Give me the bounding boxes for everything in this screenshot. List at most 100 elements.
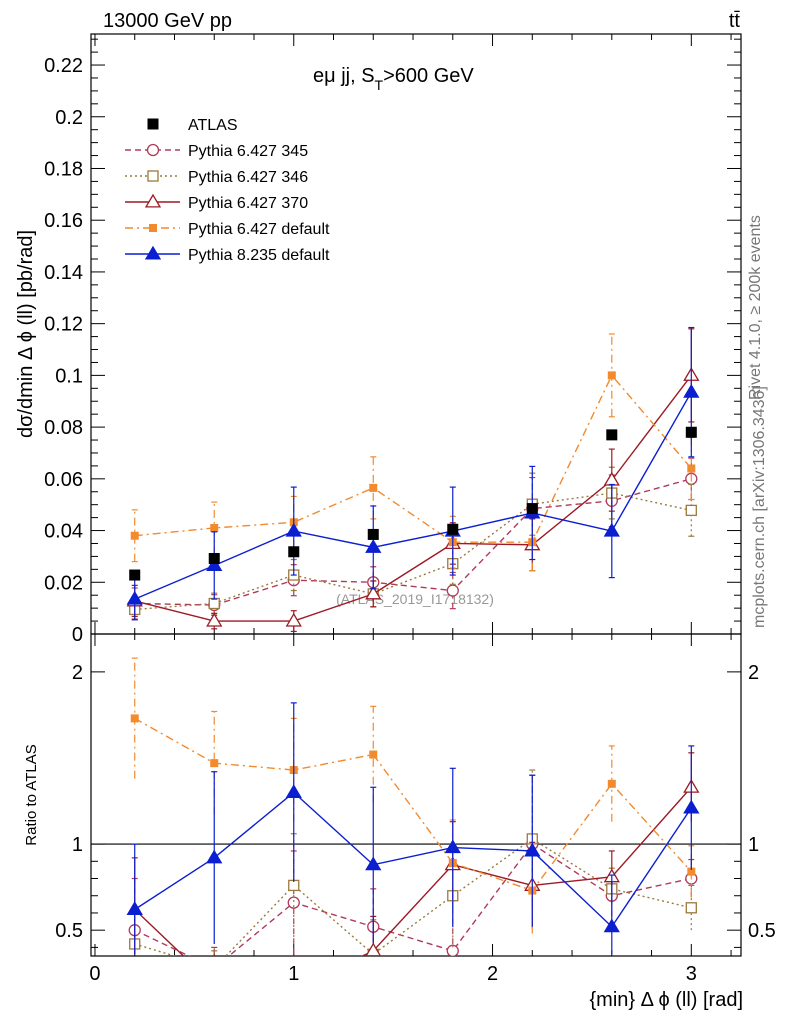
legend-label-pythia-6-427-346: Pythia 6.427 346 (188, 169, 308, 186)
x-tick-label: 0 (89, 963, 100, 985)
header-left: 13000 GeV pp (103, 10, 232, 32)
legend-marker-pythia-8-235-default (144, 245, 162, 260)
axis-ticks: 0 1 2 3 0 0.02 0.04 0.06 0.08 0.1 0.12 0.14 0.16 0.18… (44, 34, 776, 985)
ratio-point-pythia-6-427-default (130, 714, 139, 723)
ratio-point-pythia-8-235-default (126, 901, 143, 916)
ratio-point-pythia-6-427-346 (685, 902, 697, 914)
series-line-pythia-6-427-370 (134, 374, 692, 622)
y-tick-label: 0 (72, 624, 83, 646)
data-point-atlas (288, 546, 300, 558)
x-tick-label: 3 (686, 963, 697, 985)
ratio-panel-series (126, 657, 700, 990)
y-tick-label: 0.08 (44, 417, 83, 439)
ratio-axis-label: Ratio to ATLAS (23, 744, 40, 845)
legend-marker-pythia-6-427-345 (146, 143, 160, 157)
data-point-atlas (685, 426, 697, 438)
ratio-tick-label-right: 0.5 (748, 920, 776, 942)
data-point-atlas (526, 503, 538, 515)
data-point-pythia-8-235-default (126, 590, 143, 605)
legend-label-pythia-6-427-370: Pythia 6.427 370 (188, 195, 308, 212)
ratio-point-pythia-6-427-default (607, 779, 616, 788)
series-line-pythia-6-427-default (134, 374, 692, 543)
ratio-point-pythia-6-427-345 (287, 896, 300, 909)
series-line-pythia-6-427-345 (134, 478, 692, 606)
data-point-pythia-6-427-370 (365, 585, 382, 600)
y-tick-label: 0.22 (44, 55, 83, 77)
side-label-mcplots: mcplots.cern.ch [arXiv:1306.3436] (751, 386, 768, 628)
data-point-pythia-8-235-default (365, 539, 382, 553)
ratio-point-pythia-6-427-default (687, 867, 696, 876)
ratio-point-pythia-8-235-default (285, 784, 302, 798)
data-point-pythia-8-235-default (206, 557, 223, 572)
data-point-pythia-6-427-default (210, 523, 219, 532)
legend-label-atlas: ATLAS (188, 117, 238, 134)
y-tick-label: 0.18 (44, 158, 83, 180)
ratio-point-pythia-8-235-default (683, 799, 700, 814)
y-tick-label: 0.12 (44, 314, 83, 336)
legend-marker-pythia-6-427-346 (147, 170, 159, 182)
legend-label-pythia-8-235-default: Pythia 8.235 default (188, 247, 330, 264)
x-axis-label: {min} Δ ϕ (ll) [rad] (590, 989, 744, 1011)
chart-title: eμ jj, ST>600 GeV (313, 65, 474, 93)
ratio-point-pythia-8-235-default (365, 856, 382, 871)
ratio-line-pythia-8-235-default (134, 791, 692, 928)
x-tick-label: 1 (288, 963, 299, 985)
ratio-tick-label: 0.5 (55, 920, 83, 942)
data-point-atlas (208, 552, 220, 564)
data-point-pythia-8-235-default (683, 383, 700, 398)
legend-label-pythia-6-427-default: Pythia 6.427 default (188, 221, 330, 238)
y-tick-label: 0.2 (55, 107, 83, 129)
y-tick-label: 0.02 (44, 572, 83, 594)
data-point-pythia-6-427-default (130, 531, 139, 540)
ratio-point-pythia-6-427-370 (207, 978, 221, 990)
data-point-pythia-6-427-default (369, 483, 378, 492)
ratio-tick-label-right: 1 (748, 834, 759, 856)
ratio-panel-frame (90, 633, 742, 957)
ratio-point-pythia-6-427-default (369, 750, 378, 759)
data-point-pythia-8-235-default (285, 522, 302, 537)
header-right: tt̄ (729, 10, 741, 32)
data-point-atlas (129, 569, 141, 581)
ratio-tick-label-right: 2 (748, 662, 759, 684)
ratio-point-pythia-6-427-370 (365, 942, 382, 956)
ratio-point-pythia-8-235-default (444, 839, 461, 854)
ratio-point-pythia-8-235-default (603, 918, 620, 933)
ratio-point-pythia-8-235-default (524, 842, 541, 857)
data-point-pythia-8-235-default (603, 522, 620, 537)
y-tick-label: 0.1 (55, 365, 83, 387)
data-point-pythia-6-427-370 (206, 612, 223, 627)
legend-marker-pythia-6-427-default (149, 224, 157, 232)
data-point-pythia-6-427-346 (208, 597, 220, 610)
data-point-atlas (447, 523, 459, 535)
data-point-pythia-6-427-345 (446, 584, 459, 597)
legend-marker-pythia-6-427-370 (144, 193, 162, 208)
ratio-point-pythia-6-427-default (210, 759, 219, 768)
y-tick-label: 0.16 (44, 210, 83, 232)
main-panel-series (126, 326, 700, 633)
data-point-pythia-6-427-346 (685, 504, 697, 517)
ratio-tick-label: 1 (72, 834, 83, 856)
y-tick-label: 0.04 (44, 521, 83, 543)
y-tick-label: 0.14 (44, 262, 83, 284)
legend-marker-atlas (147, 118, 159, 130)
data-point-pythia-6-427-default (607, 371, 616, 380)
ratio-point-pythia-8-235-default (206, 849, 223, 864)
data-point-atlas (606, 429, 618, 441)
y-tick-label: 0.06 (44, 469, 83, 491)
ratio-point-pythia-6-427-346 (209, 963, 219, 973)
ratio-tick-label: 2 (72, 662, 83, 684)
ratio-point-pythia-6-427-345 (209, 963, 220, 974)
ratio-point-pythia-6-427-345 (446, 944, 459, 956)
series-line-pythia-8-235-default (134, 391, 692, 600)
data-point-pythia-6-427-default (687, 464, 696, 473)
x-tick-label: 2 (487, 963, 498, 985)
data-point-atlas (367, 528, 379, 540)
data-point-pythia-6-427-370 (603, 471, 620, 486)
legend-label-pythia-6-427-345: Pythia 6.427 345 (188, 143, 308, 160)
ratio-line-pythia-6-427-370 (134, 786, 692, 956)
y-axis-label: dσ/dmin Δ ϕ (ll) [pb/rad] (15, 230, 37, 438)
ratio-line-pythia-6-427-345 (134, 843, 692, 956)
side-label-rivet: Rivet 4.1.0, ≥ 200k events (747, 215, 764, 400)
